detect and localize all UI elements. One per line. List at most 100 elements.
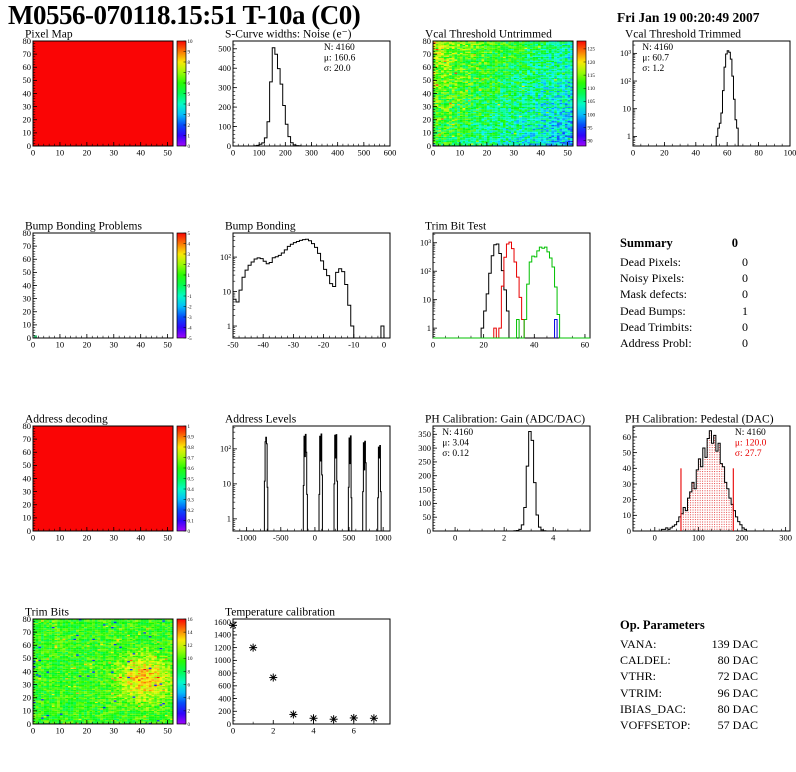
data-point-star	[289, 710, 298, 719]
parameter-value: 0	[742, 287, 748, 302]
svg-text:20: 20	[660, 148, 669, 158]
op-parameters-block: Op. Parameters VANA: 139 DAC CALDEL: 80 DAC V…	[620, 618, 758, 733]
svg-text:20: 20	[23, 500, 32, 510]
parameter-row: VTHR: 72 DAC	[620, 668, 758, 684]
svg-text:10: 10	[23, 320, 32, 330]
svg-text:Bump Bonding Problems: Bump Bonding Problems	[25, 221, 142, 233]
parameter-row: Address Probl: 0	[620, 335, 748, 351]
block-title: Op. Parameters	[620, 618, 705, 632]
svg-text:5: 5	[188, 232, 191, 237]
parameter-label: IBIAS_DAC:	[620, 701, 687, 716]
block-title: Summary	[620, 236, 673, 250]
parameter-row: Mask defects: 0	[620, 286, 748, 302]
svg-text:400: 400	[218, 63, 231, 73]
block-title-value: 0	[731, 236, 738, 250]
svg-text:20: 20	[479, 340, 488, 350]
parameter-row: VANA: 139 DAC	[620, 636, 758, 652]
parameter-value: 72 DAC	[717, 669, 758, 684]
svg-text:40: 40	[23, 473, 32, 483]
pixel-map-panel: Pixel Map 0 10 20 30 40 50 0 10 20 30 40 50 60 70 80 0 1 2…	[8, 28, 198, 163]
svg-text:200: 200	[218, 102, 231, 112]
data-point-star	[369, 714, 378, 723]
parameter-value: 80 DAC	[717, 701, 758, 716]
svg-text:10³: 10³	[620, 48, 632, 58]
parameter-row: VTRIM: 96 DAC	[620, 685, 758, 701]
summary-block: Summary 0 Dead Pixels: 0 Noisy Pixels: 0 Mask …	[620, 236, 748, 351]
ph-gain-panel: PH Calibration: Gain (ADC/DAC) 0 2 4 0 50 100 1…	[408, 413, 598, 548]
svg-text:2: 2	[188, 124, 191, 129]
trim-bit-test-panel: Trim Bit Test 0 20 40 60 1 10 10² 10³	[408, 220, 598, 355]
svg-text:S-Curve widths: Noise (e⁻): S-Curve widths: Noise (e⁻)	[225, 29, 352, 41]
svg-text:10: 10	[423, 128, 432, 138]
svg-text:600: 600	[384, 148, 397, 158]
parameter-row: Dead Pixels: 0	[620, 254, 748, 270]
svg-text:50: 50	[23, 460, 32, 470]
scurve-noise-panel: S-Curve widths: Noise (e⁻) 0 100 200 300 400 5…	[208, 28, 398, 163]
svg-text:Vcal Threshold Trimmed: Vcal Threshold Trimmed	[625, 29, 741, 41]
parameter-value: 57 DAC	[717, 718, 758, 733]
ph-pedestal-panel: PH Calibration: Pedestal (DAC) 0 100 200 300…	[608, 413, 796, 548]
bump-bonding-chart: Bump Bonding -50 -40 -30 -20 -10 0 1 10 10²	[220, 221, 391, 350]
address-levels-panel: Address Levels -1000 -500 0 500 1000 1 10 10²	[208, 413, 398, 548]
data-point-star	[329, 715, 338, 724]
svg-text:80: 80	[23, 36, 32, 46]
svg-text:0: 0	[27, 333, 31, 343]
page-title: M0556-070118.15:51 T-10a (C0)	[8, 0, 361, 30]
svg-text:60: 60	[23, 62, 32, 72]
data-point-star	[249, 643, 258, 652]
svg-text:1: 1	[627, 131, 631, 141]
trim-bit-test-chart: Trim Bit Test 0 20 40 60 1 10 10² 10³	[420, 221, 591, 350]
svg-text:30: 30	[23, 293, 32, 303]
svg-text:20: 20	[423, 115, 432, 125]
svg-text:30: 30	[423, 101, 432, 111]
svg-text:-2: -2	[188, 305, 193, 310]
svg-text:10²: 10²	[620, 76, 632, 86]
vcal-untrimmed-panel: Vcal Threshold Untrimmed 0 10 20 30 40 50 0 10 20…	[408, 28, 598, 163]
svg-text:95: 95	[588, 126, 594, 131]
svg-text:10²: 10²	[220, 252, 232, 262]
address-decoding-chart: Address decoding 0 10 20 30 40 50 0 10 20 30 40 50 60…	[23, 414, 195, 543]
svg-text:40: 40	[536, 148, 545, 158]
svg-text:60: 60	[423, 62, 432, 72]
svg-text:4: 4	[188, 103, 191, 108]
parameter-row: Dead Trimbits: 0	[620, 319, 748, 335]
svg-text:50: 50	[163, 148, 172, 158]
timestamp: Fri Jan 19 00:20:49 2007	[617, 10, 760, 25]
scurve-noise-chart: S-Curve widths: Noise (e⁻) 0 100 200 300 400 5…	[218, 29, 397, 158]
svg-text:3: 3	[188, 253, 191, 258]
svg-text:N: 4160: N: 4160	[324, 43, 355, 53]
svg-text:1: 1	[227, 321, 231, 331]
svg-text:30: 30	[23, 486, 32, 496]
svg-text:10: 10	[56, 340, 65, 350]
svg-text:0: 0	[27, 526, 31, 536]
svg-text:30: 30	[110, 148, 119, 158]
svg-text:20: 20	[23, 307, 32, 317]
svg-text:0: 0	[431, 340, 435, 350]
svg-text:30: 30	[110, 533, 119, 543]
parameter-value: 80 DAC	[717, 653, 758, 668]
parameter-value: 139 DAC	[711, 637, 758, 651]
vcal-trimmed-panel: Vcal Threshold Trimmed 0 20 40 60 80 100 1 10 10²…	[608, 28, 796, 163]
svg-text:50: 50	[563, 148, 572, 158]
svg-text:120: 120	[588, 61, 596, 66]
svg-text:10: 10	[188, 40, 194, 45]
svg-text:200: 200	[279, 148, 292, 158]
svg-text:80: 80	[23, 228, 32, 238]
svg-text:5: 5	[188, 92, 191, 97]
svg-text:-5: -5	[188, 337, 193, 342]
svg-text:Bump Bonding: Bump Bonding	[225, 221, 296, 233]
svg-text:μ: 60.7: μ: 60.7	[642, 54, 669, 64]
svg-text:50: 50	[23, 75, 32, 85]
svg-text:105: 105	[588, 100, 596, 105]
svg-text:100: 100	[784, 148, 796, 158]
svg-text:7: 7	[188, 71, 191, 76]
svg-text:20: 20	[483, 148, 492, 158]
svg-text:300: 300	[305, 148, 318, 158]
svg-text:-40: -40	[258, 340, 269, 350]
svg-text:μ: 160.6: μ: 160.6	[324, 54, 356, 64]
svg-text:500: 500	[218, 44, 231, 54]
svg-text:0: 0	[382, 340, 386, 350]
svg-text:0: 0	[427, 141, 431, 151]
